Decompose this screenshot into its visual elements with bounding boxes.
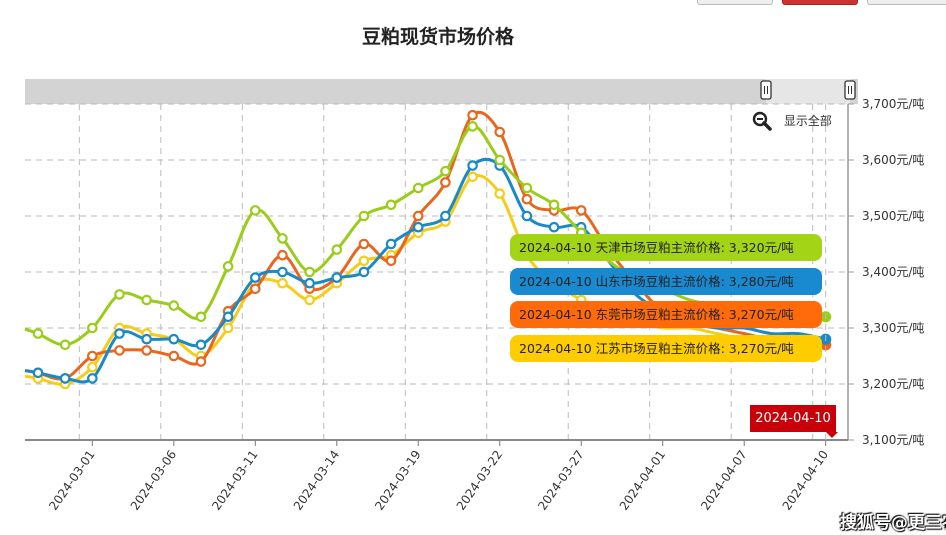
zoom-out-icon	[752, 111, 772, 131]
x-tick-label: 2024-04-07	[698, 448, 749, 513]
data-point[interactable]	[467, 109, 478, 121]
tooltip-row-dongguan: 2024-04-10 东莞市场豆粕主流价格: 3,270元/吨	[510, 301, 822, 328]
top-button-3[interactable]	[867, 0, 946, 5]
data-point[interactable]	[494, 188, 506, 199]
data-point[interactable]	[385, 255, 397, 267]
data-point[interactable]	[222, 311, 234, 323]
x-tick-label: 2024-03-19	[372, 448, 423, 513]
navigator-selection[interactable]	[766, 79, 850, 104]
tooltip-row-shandong: 2024-04-10 山东市场豆粕主流价格: 3,280元/吨	[510, 268, 822, 295]
y-tick-label: 3,500元/吨	[862, 209, 924, 223]
y-tick-label: 3,400元/吨	[862, 265, 924, 279]
data-point[interactable]	[358, 210, 370, 222]
data-point[interactable]	[494, 126, 506, 138]
navigator-handle-right[interactable]	[844, 80, 856, 100]
x-tick-label: 2024-03-11	[209, 448, 260, 513]
y-tick-label: 3,700元/吨	[862, 97, 924, 111]
data-point[interactable]	[277, 249, 288, 261]
x-tick-label: 2024-03-14	[291, 448, 342, 513]
data-point[interactable]	[277, 277, 288, 289]
data-point[interactable]	[521, 193, 533, 205]
data-point[interactable]	[358, 238, 370, 250]
data-point[interactable]	[168, 333, 180, 345]
data-point[interactable]	[141, 294, 152, 306]
data-point[interactable]	[222, 322, 234, 334]
y-tick-label: 3,300元/吨	[862, 321, 924, 335]
data-point[interactable]	[548, 221, 560, 233]
data-point[interactable]	[358, 255, 370, 267]
data-point[interactable]	[277, 233, 288, 244]
data-point[interactable]	[358, 266, 370, 278]
reset-zoom-label: 显示全部	[783, 113, 832, 128]
data-point[interactable]	[412, 210, 424, 222]
data-point[interactable]	[168, 300, 180, 311]
data-point[interactable]	[114, 345, 125, 356]
y-tick-label: 3,100元/吨	[862, 433, 924, 447]
top-button-1[interactable]	[697, 0, 773, 5]
data-point[interactable]	[32, 328, 44, 339]
data-point[interactable]	[385, 199, 397, 211]
data-point[interactable]	[521, 182, 533, 194]
tooltip-row-tianjin: 2024-04-10 天津市场豆粕主流价格: 3,320元/吨	[510, 234, 822, 261]
data-point[interactable]	[114, 289, 125, 300]
data-point[interactable]	[87, 361, 98, 373]
y-tick-label: 3,600元/吨	[862, 153, 924, 167]
data-point[interactable]	[304, 277, 315, 289]
chart-title: 豆粕现货市场价格	[361, 26, 514, 48]
data-point[interactable]	[440, 165, 451, 177]
data-point[interactable]	[32, 367, 44, 379]
data-point[interactable]	[222, 261, 234, 272]
y-tick-label: 3,200元/吨	[862, 377, 924, 391]
data-point[interactable]	[114, 328, 125, 339]
data-point[interactable]	[440, 210, 451, 222]
x-tick-label: 2024-03-01	[46, 448, 97, 513]
data-point[interactable]	[168, 350, 180, 362]
data-point[interactable]	[467, 121, 478, 132]
data-point[interactable]	[440, 177, 451, 188]
data-point[interactable]	[59, 339, 71, 351]
data-point[interactable]	[467, 160, 478, 171]
watermark: 搜狐号@更三农	[840, 513, 946, 533]
data-point[interactable]	[59, 373, 71, 384]
data-point[interactable]	[331, 272, 343, 283]
x-tick-label: 2024-04-10	[780, 448, 831, 513]
data-point[interactable]	[195, 339, 207, 351]
x-tick-label: 2024-03-22	[454, 448, 505, 513]
data-point[interactable]	[331, 244, 343, 255]
data-point[interactable]	[87, 322, 98, 334]
data-point[interactable]	[412, 182, 424, 194]
data-point[interactable]	[521, 210, 533, 222]
data-point[interactable]	[385, 238, 397, 250]
top-button-2[interactable]	[782, 0, 858, 5]
data-point[interactable]	[467, 171, 478, 183]
data-point[interactable]	[87, 350, 98, 362]
data-point[interactable]	[494, 154, 506, 166]
data-point[interactable]	[249, 272, 261, 283]
data-point[interactable]	[249, 283, 261, 295]
data-point[interactable]	[412, 221, 424, 233]
navigator-track[interactable]	[25, 79, 858, 104]
data-point[interactable]	[304, 266, 315, 278]
data-point[interactable]	[195, 311, 207, 323]
tooltip-row-jiangsu: 2024-04-10 江苏市场豆粕主流价格: 3,270元/吨	[510, 335, 822, 362]
x-tick-label: 2024-03-06	[128, 448, 179, 513]
data-point[interactable]	[141, 345, 152, 356]
crosshair-date-label: 2024-04-10	[750, 405, 838, 438]
reset-zoom-button[interactable]: 显示全部	[752, 111, 832, 131]
navigator-handle-left[interactable]	[760, 80, 772, 100]
x-tick-label: 2024-04-01	[617, 448, 668, 513]
data-point[interactable]	[548, 199, 560, 211]
data-point[interactable]	[87, 373, 98, 384]
data-point[interactable]	[141, 333, 152, 345]
x-tick-label: 2024-03-27	[535, 448, 586, 513]
data-point[interactable]	[277, 266, 288, 278]
data-point[interactable]	[195, 356, 207, 367]
data-point[interactable]	[249, 205, 261, 216]
data-point[interactable]	[304, 294, 315, 306]
data-point[interactable]	[575, 205, 587, 216]
